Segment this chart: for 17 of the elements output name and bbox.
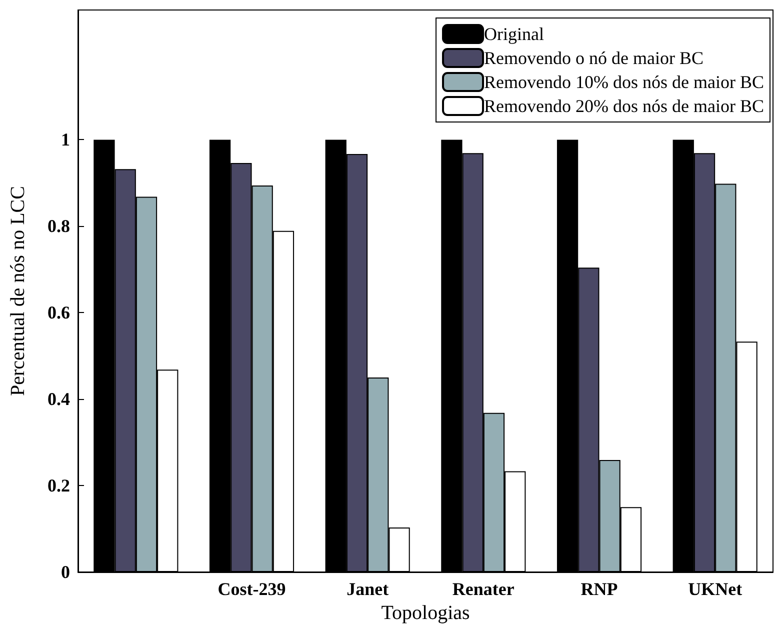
- legend-label: Removendo 10% dos nós de maior BC: [484, 72, 764, 92]
- x-tick-label: RNP: [580, 579, 618, 599]
- legend-label: Removendo 20% dos nós de maior BC: [484, 96, 764, 116]
- legend-label: Removendo o nó de maior BC: [484, 48, 704, 68]
- y-tick-label: 0.4: [48, 389, 70, 410]
- x-axis-title: Topologias: [381, 602, 470, 624]
- y-tick-label: 0: [61, 562, 70, 582]
- x-tick-label: Renater: [452, 579, 514, 599]
- y-axis-title: Percentual de nós no LCC: [7, 186, 29, 396]
- x-tick-label: Cost-239: [218, 579, 286, 599]
- y-tick-label: 1: [61, 130, 70, 150]
- x-tick-label: Janet: [346, 579, 389, 599]
- legend-label: Original: [484, 24, 544, 44]
- y-tick-label: 0.8: [48, 216, 70, 236]
- y-tick-label: 0.6: [48, 302, 70, 323]
- x-tick-label: UKNet: [688, 579, 742, 599]
- y-tick-label: 0.2: [48, 476, 70, 496]
